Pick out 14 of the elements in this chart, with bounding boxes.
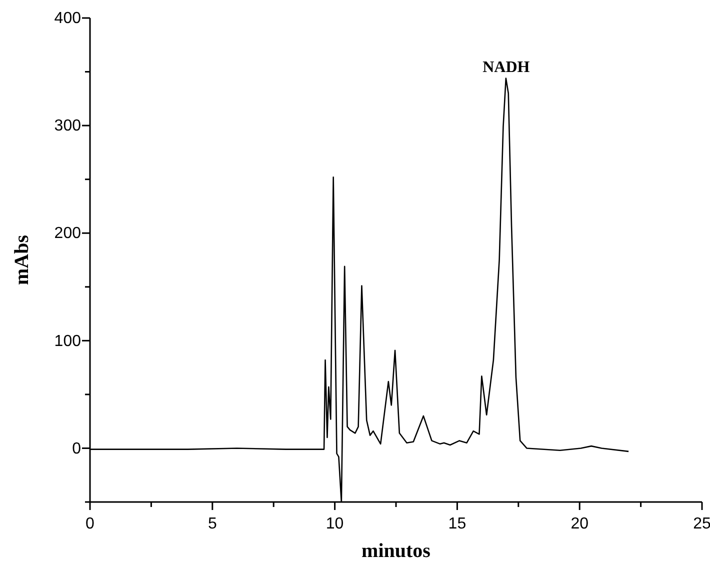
x-axis-title: minutos (362, 540, 431, 562)
x-tick-label: 10 (326, 516, 344, 533)
x-tick-label: 5 (208, 516, 217, 533)
x-tick-label: 25 (693, 516, 710, 533)
y-tick-label: 0 (72, 440, 82, 458)
y-tick-label: 300 (54, 118, 82, 135)
x-tick-label: 0 (86, 516, 95, 533)
x-tick-label: 15 (448, 516, 466, 533)
y-tick-label: 200 (54, 225, 82, 242)
y-tick-label: 100 (54, 332, 82, 350)
annotation: NADH (482, 59, 530, 76)
y-axis-title: mAbs (11, 234, 33, 286)
y-tick-label: 400 (54, 10, 82, 28)
x-tick-label: 20 (570, 516, 589, 533)
